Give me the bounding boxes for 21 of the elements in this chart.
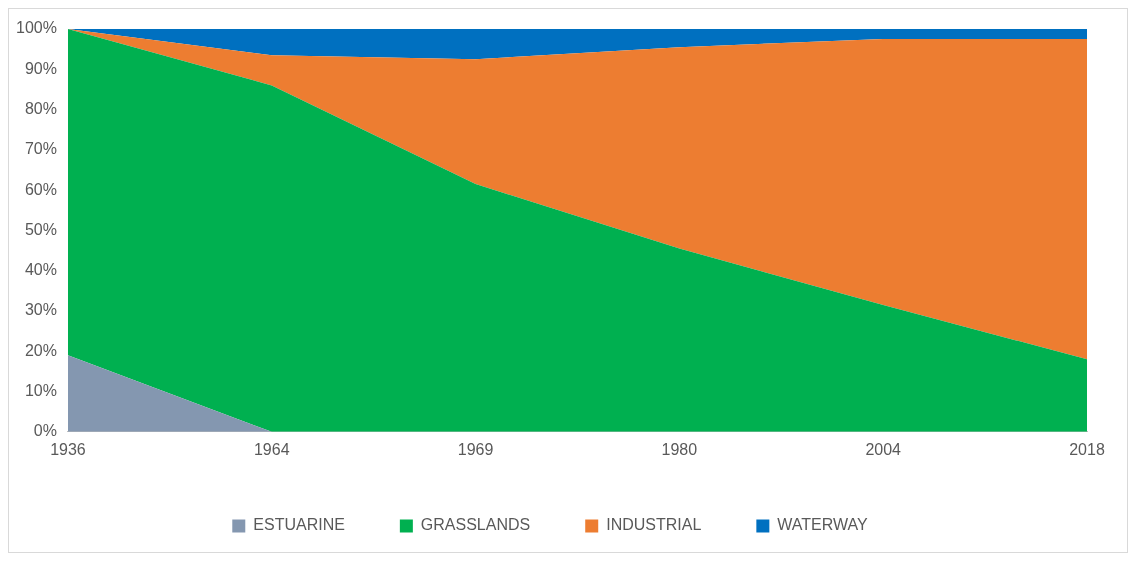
x-tick-label: 2018 — [1069, 440, 1105, 458]
y-tick-label: 70% — [24, 140, 57, 158]
y-tick-label: 50% — [24, 220, 57, 238]
x-tick-label: 1936 — [50, 440, 86, 458]
legend-label: GRASSLANDS — [420, 516, 531, 534]
x-tick-label: 1980 — [661, 440, 698, 458]
legend-label: WATERWAY — [777, 516, 869, 534]
y-tick-label: 90% — [24, 59, 57, 77]
y-tick-label: 40% — [24, 261, 57, 279]
x-tick-label: 2004 — [865, 440, 902, 458]
y-tick-label: 100% — [16, 19, 57, 37]
y-tick-label: 60% — [24, 180, 57, 198]
x-tick-label: 1969 — [457, 440, 494, 458]
legend-label: ESTUARINE — [253, 516, 345, 534]
y-tick-label: 20% — [24, 341, 57, 359]
y-tick-label: 0% — [33, 422, 57, 440]
y-tick-label: 80% — [24, 99, 57, 117]
x-tick-label: 1964 — [253, 440, 290, 458]
y-tick-label: 10% — [24, 381, 57, 399]
legend-label: INDUSTRIAL — [606, 516, 702, 534]
y-tick-label: 30% — [24, 301, 57, 319]
